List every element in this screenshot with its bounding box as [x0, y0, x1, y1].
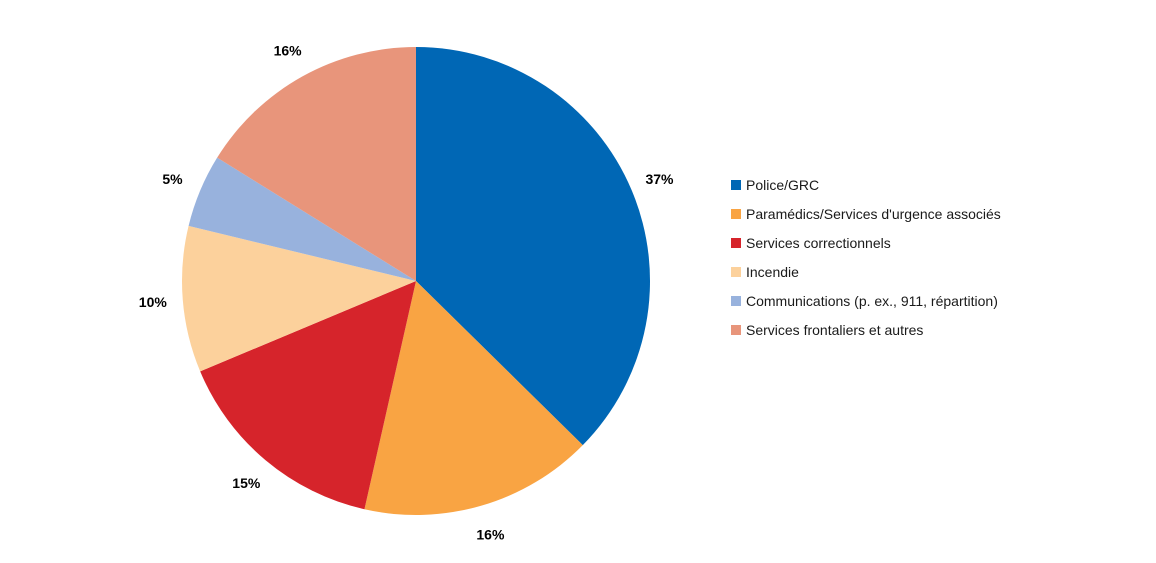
pie-data-label: 16% — [274, 42, 303, 58]
legend-item: Services correctionnels — [731, 228, 1001, 257]
legend-item: Services frontaliers et autres — [731, 315, 1001, 344]
legend-item: Police/GRC — [731, 170, 1001, 199]
pie-data-label: 16% — [476, 526, 505, 542]
legend-swatch — [731, 208, 741, 219]
legend-swatch — [731, 179, 741, 190]
pie-slices — [182, 46, 651, 515]
legend: Police/GRC Paramédics/Services d'urgence … — [731, 170, 1001, 344]
legend-label: Services correctionnels — [746, 234, 891, 251]
pie-slice — [416, 47, 651, 446]
legend-label: Communications (p. ex., 911, répartition… — [746, 292, 998, 309]
pie-slice — [200, 281, 416, 510]
legend-label: Police/GRC — [746, 176, 820, 193]
pie-data-labels: 37% 16% 15% 10% 5% 16% — [139, 42, 674, 542]
legend-swatch — [731, 324, 741, 335]
pie-data-label: 5% — [162, 171, 183, 187]
legend-label: Services frontaliers et autres — [746, 321, 924, 338]
legend-label: Incendie — [746, 263, 799, 280]
pie-data-label: 37% — [645, 171, 674, 187]
legend-label: Paramédics/Services d'urgence associés — [746, 205, 1001, 222]
pie-data-label: 10% — [139, 294, 168, 310]
pie-slice — [217, 46, 416, 282]
pie-slice — [364, 281, 583, 515]
pie-data-label: 15% — [232, 475, 261, 491]
legend-swatch — [731, 295, 741, 306]
legend-item: Communications (p. ex., 911, répartition… — [731, 286, 1001, 315]
legend-swatch — [731, 266, 741, 277]
pie-slice — [182, 225, 416, 372]
legend-item: Incendie — [731, 257, 1001, 286]
legend-swatch — [731, 237, 741, 248]
pie-slice — [188, 157, 416, 281]
legend-item: Paramédics/Services d'urgence associés — [731, 199, 1001, 228]
